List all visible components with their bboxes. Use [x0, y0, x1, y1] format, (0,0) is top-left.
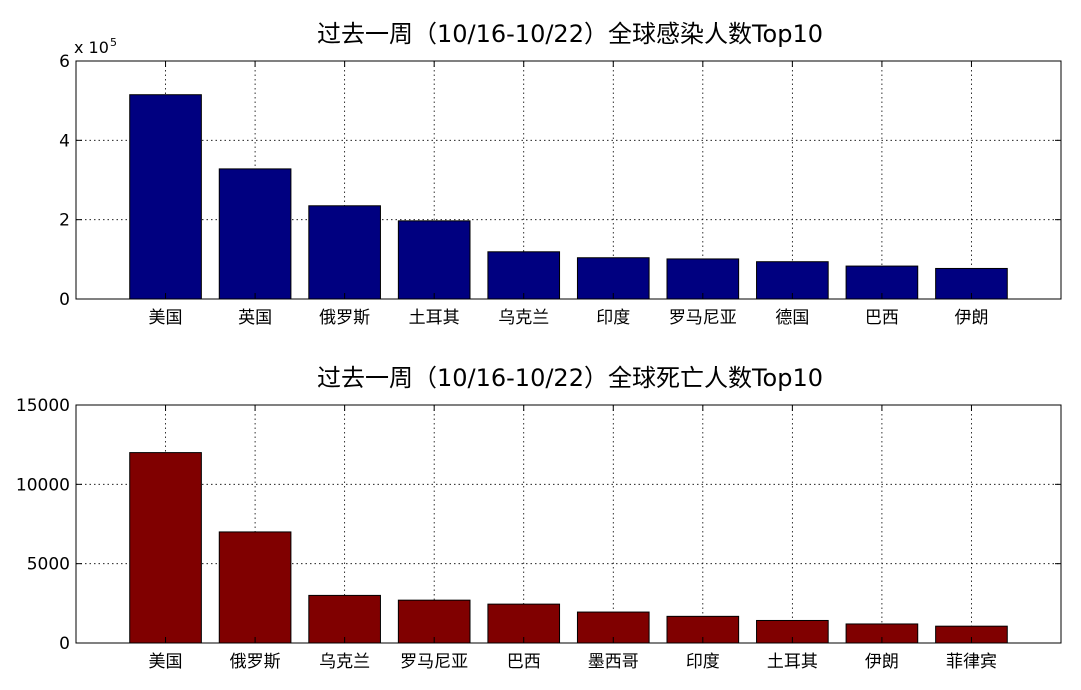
- x-tick-label: 乌克兰: [319, 652, 370, 672]
- y-tick-label: 10000: [16, 475, 70, 495]
- y-tick-labels: 0 2 4 6: [59, 52, 70, 310]
- x-tick-label: 巴西: [865, 308, 899, 328]
- y-tick-label: 4: [59, 131, 70, 151]
- x-tick-label: 俄罗斯: [230, 652, 281, 672]
- x-tick-label: 乌克兰: [498, 308, 549, 328]
- infections-chart: 过去一周（10/16-10/22）全球感染人数Top10 x 10 5 0 2 4 6…: [59, 20, 1062, 328]
- bar: [218, 531, 292, 644]
- x-tick-label: 印度: [686, 652, 720, 672]
- x-tick-label: 巴西: [507, 652, 541, 672]
- axes-box: [75, 60, 1062, 300]
- x-tick-label: 罗马尼亚: [400, 652, 468, 672]
- x-tick-label: 美国: [149, 652, 183, 672]
- bars: [129, 94, 1008, 300]
- y-tick-label: 15000: [16, 396, 70, 416]
- category-labels: 美国 俄罗斯 乌克兰 罗马尼亚 巴西 墨西哥 印度 土耳其 伊朗 菲律宾: [149, 652, 997, 672]
- x-tick-label: 土耳其: [409, 308, 460, 328]
- bar: [218, 168, 292, 300]
- bar: [487, 251, 561, 300]
- bar: [308, 594, 381, 644]
- bar: [129, 452, 202, 644]
- y-tick-label: 0: [59, 290, 70, 310]
- x-tick-label: 印度: [596, 308, 630, 328]
- bar: [308, 205, 381, 300]
- x-tick-label: 菲律宾: [946, 652, 997, 672]
- deaths-chart: 过去一周（10/16-10/22）全球死亡人数Top10 0 5000 10000 1…: [16, 364, 1062, 672]
- y-tick-label: 5000: [27, 555, 70, 575]
- x-tick-label: 伊朗: [954, 308, 988, 328]
- bar: [666, 258, 740, 300]
- y-tick-label: 0: [59, 634, 70, 654]
- x-tick-label: 美国: [149, 308, 183, 328]
- y-tick-label: 2: [59, 211, 70, 231]
- bar: [129, 94, 202, 300]
- ticks: [76, 60, 1061, 300]
- y-tick-label: 6: [59, 52, 70, 72]
- bars: [129, 452, 1008, 644]
- x-tick-label: 英国: [238, 308, 272, 328]
- x-tick-label: 土耳其: [767, 652, 818, 672]
- bar: [487, 603, 561, 644]
- bar: [397, 220, 471, 300]
- y-multiplier-label: x 10: [74, 38, 109, 57]
- axes-box: [75, 404, 1062, 644]
- x-tick-label: 伊朗: [865, 652, 899, 672]
- bar: [756, 261, 829, 300]
- y-tick-labels: 0 5000 10000 15000: [16, 396, 70, 654]
- x-tick-label: 俄罗斯: [319, 308, 370, 328]
- x-tick-label: 罗马尼亚: [669, 308, 737, 328]
- category-labels: 美国 英国 俄罗斯 土耳其 乌克兰 印度 罗马尼亚 德国 巴西 伊朗: [149, 308, 989, 328]
- x-tick-label: 德国: [775, 308, 809, 328]
- bar: [397, 599, 471, 644]
- chart-title: 过去一周（10/16-10/22）全球死亡人数Top10: [317, 364, 823, 392]
- bar: [576, 257, 650, 300]
- chart-title: 过去一周（10/16-10/22）全球感染人数Top10: [317, 20, 823, 48]
- x-tick-label: 墨西哥: [588, 652, 639, 672]
- ticks: [76, 404, 1061, 644]
- y-multiplier-exponent: 5: [110, 36, 117, 49]
